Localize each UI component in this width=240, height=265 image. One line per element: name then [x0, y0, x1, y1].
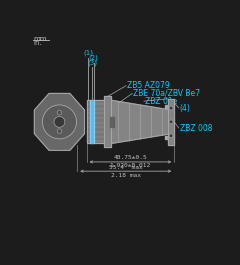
Polygon shape [111, 100, 168, 143]
Text: 1.920±0.012: 1.920±0.012 [110, 164, 151, 169]
Text: 48.75±0.5: 48.75±0.5 [114, 155, 147, 160]
Circle shape [54, 117, 65, 127]
Text: (1): (1) [83, 50, 93, 56]
Polygon shape [104, 96, 111, 147]
Text: (2): (2) [89, 55, 98, 61]
Text: (4): (4) [180, 104, 191, 113]
Text: ZBZ 01e: ZBZ 01e [145, 97, 177, 105]
Text: ZB5 AZ079: ZB5 AZ079 [127, 81, 170, 90]
Text: in.: in. [33, 40, 42, 46]
Polygon shape [165, 105, 171, 108]
Text: mm: mm [33, 36, 47, 42]
Polygon shape [110, 117, 114, 126]
Text: ZBE 70a/ZBV Be7: ZBE 70a/ZBV Be7 [133, 89, 200, 98]
Polygon shape [168, 99, 174, 145]
Text: 55.4  max: 55.4 max [109, 165, 143, 170]
Polygon shape [87, 100, 104, 143]
Text: 2.18 max: 2.18 max [111, 173, 141, 178]
Circle shape [169, 134, 173, 138]
Circle shape [169, 120, 173, 124]
Text: ZBZ 008: ZBZ 008 [180, 123, 212, 132]
Polygon shape [165, 136, 171, 139]
Circle shape [169, 106, 173, 110]
Polygon shape [90, 100, 94, 143]
Text: (3): (3) [87, 59, 97, 66]
Polygon shape [34, 94, 84, 150]
Circle shape [57, 129, 62, 134]
Circle shape [42, 105, 77, 139]
Circle shape [57, 110, 62, 115]
